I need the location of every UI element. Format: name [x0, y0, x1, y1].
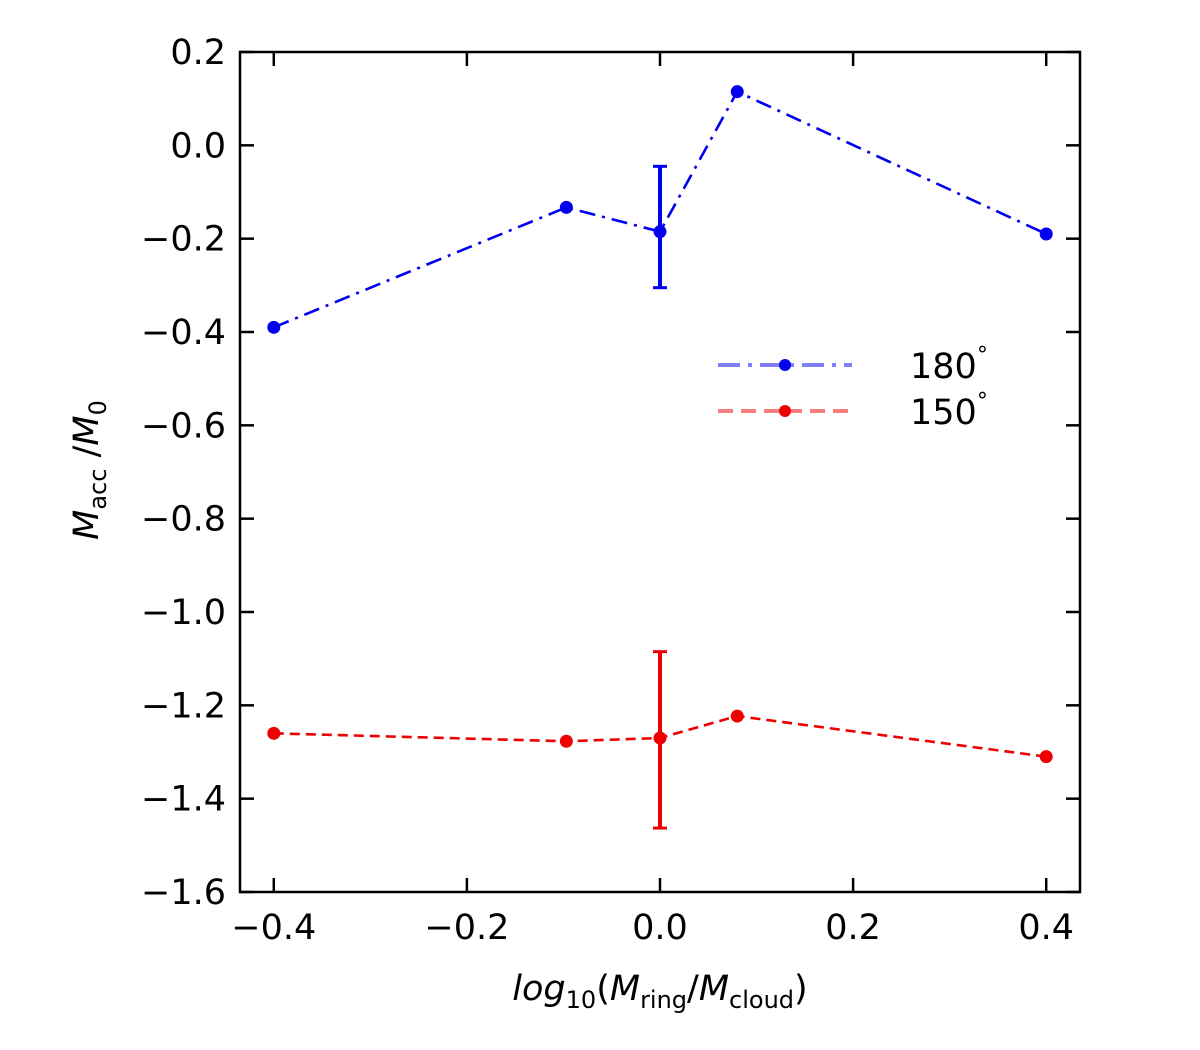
data-point	[653, 225, 667, 239]
x-tick-label: −0.4	[231, 908, 316, 948]
legend-label-180: 180°	[910, 343, 988, 387]
data-point	[559, 734, 573, 748]
data-point	[267, 726, 281, 740]
legend-label-150: 150°	[910, 389, 988, 433]
y-tick-label: −0.4	[141, 313, 226, 353]
y-tick-label: 0.2	[170, 33, 226, 73]
ticks-layer: −0.4 −0.2 0.0 0.2 0.4 0.2 0.0 −0.2 −0.4 −0.6 −0.8 −…	[141, 33, 1080, 948]
y-tick-label: 0.0	[170, 126, 226, 166]
y-tick-label: −0.2	[141, 220, 226, 260]
x-tick-label: 0.4	[1018, 908, 1074, 948]
x-tick-label: 0.2	[825, 908, 881, 948]
legend: 180° 150°	[718, 343, 988, 433]
y-axis-title: Macc /M0	[67, 400, 112, 540]
x-axis-title: log10(Mring/Mcloud)	[512, 969, 807, 1014]
data-point	[730, 709, 744, 723]
data-point	[653, 731, 667, 745]
data-point	[559, 200, 573, 214]
series-1	[267, 650, 1053, 830]
y-tick-label: −1.2	[141, 686, 226, 726]
y-tick-label: −0.8	[141, 500, 226, 540]
legend-marker-180	[779, 359, 791, 371]
y-tick-label: −0.6	[141, 406, 226, 446]
y-tick-label: −1.0	[141, 593, 226, 633]
x-tick-label: −0.2	[424, 908, 509, 948]
data-point	[1039, 750, 1053, 764]
legend-marker-150	[779, 405, 791, 417]
y-tick-label: −1.6	[141, 873, 226, 913]
series-line	[273, 89, 1047, 329]
plot-frame	[238, 50, 1082, 894]
data-point	[1039, 227, 1053, 241]
x-tick-label: 0.0	[632, 908, 688, 948]
data-point	[730, 85, 744, 99]
data-point	[267, 320, 281, 334]
series-layer	[267, 85, 1053, 830]
y-tick-label: −1.4	[141, 780, 226, 820]
series-0	[267, 85, 1053, 334]
